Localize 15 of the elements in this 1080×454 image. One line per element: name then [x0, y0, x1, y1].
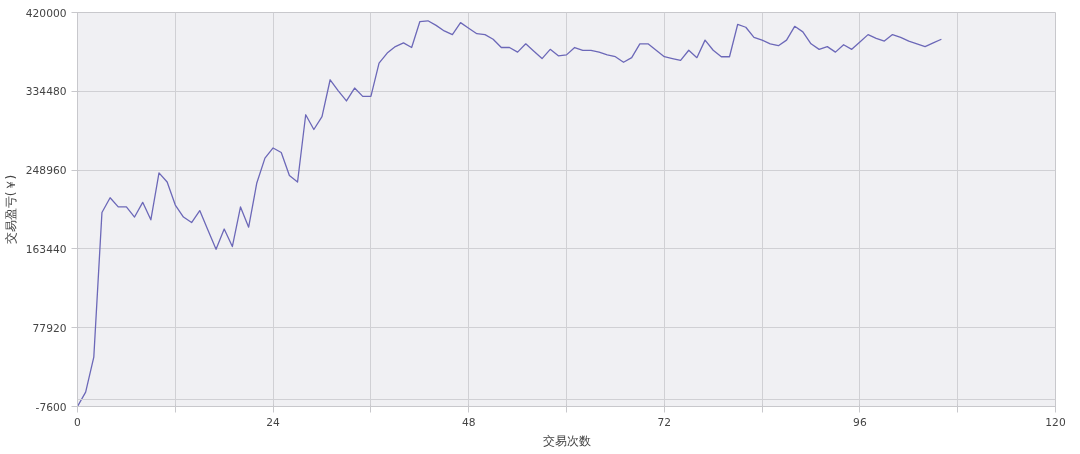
- x-tick-label: 96: [853, 415, 867, 429]
- y-tick-label: 420000: [25, 6, 67, 20]
- x-tick-label: 0: [74, 415, 82, 429]
- y-tick-label: 334480: [25, 85, 67, 99]
- x-tick-label: 120: [1045, 415, 1066, 429]
- line-series: [77, 20, 943, 407]
- x-axis-title: 交易次数: [542, 433, 591, 448]
- y-tick-label: 77920: [32, 321, 67, 335]
- y-tick-label: 163440: [25, 242, 67, 256]
- x-tick-label: 72: [657, 415, 672, 429]
- y-tick-label: 248960: [25, 164, 67, 178]
- y-axis-title: 交易盈亏(￥): [3, 174, 18, 245]
- x-tick-label: 48: [461, 415, 476, 429]
- y-tick-label: -7600: [35, 400, 67, 414]
- x-tick-label: 24: [266, 415, 281, 429]
